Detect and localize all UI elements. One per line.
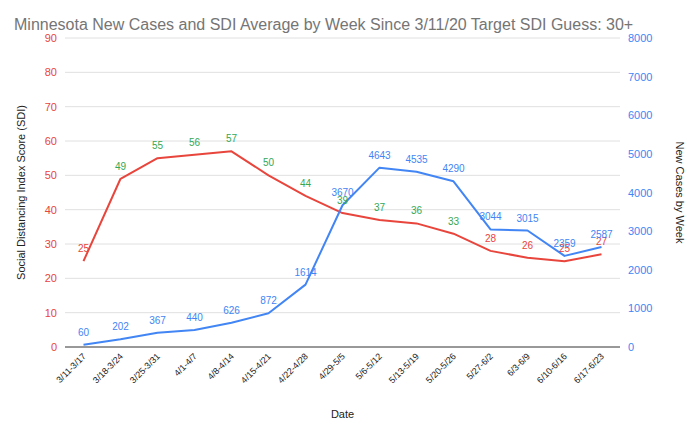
x-tick-label: 5/20-5/26 xyxy=(424,351,458,385)
x-tick-label: 4/22-4/28 xyxy=(276,351,310,385)
y2-tick xyxy=(620,269,623,270)
y2-tick-label: 0 xyxy=(628,341,634,353)
data-label: 44 xyxy=(300,178,312,189)
y-tick-label: 40 xyxy=(45,204,57,216)
x-tick-label: 3/11-3/17 xyxy=(54,351,87,384)
x-tick-label: 6/3-6/9 xyxy=(505,351,532,378)
x-tick-label: 3/25-3/31 xyxy=(128,351,162,385)
x-tick-label: 5/13-5/19 xyxy=(387,351,421,385)
y-tick-label: 60 xyxy=(45,135,57,147)
x-tick-label: 4/29-5/5 xyxy=(316,351,346,381)
grid-line xyxy=(65,72,620,73)
data-label: 33 xyxy=(448,216,460,227)
y2-tick-label: 1000 xyxy=(628,302,652,314)
y2-tick xyxy=(620,347,623,348)
grid-line xyxy=(65,312,620,313)
data-label: 1614 xyxy=(294,267,317,278)
y-tick-label: 70 xyxy=(45,101,57,113)
x-tick-label: 4/1-4/7 xyxy=(172,351,199,378)
grid-line xyxy=(65,106,620,107)
x-tick-label: 4/15-4/21 xyxy=(239,351,273,385)
y-tick-label: 80 xyxy=(45,66,57,78)
chart: Minnesota New Cases and SDI Average by W… xyxy=(0,0,690,426)
data-label: 3015 xyxy=(516,213,539,224)
data-label: 2587 xyxy=(590,229,613,240)
grid-line xyxy=(65,209,620,210)
plot-area xyxy=(84,151,602,344)
data-label: 3670 xyxy=(331,187,354,198)
y-axis-title: Social Distancing Index Score (SDI) xyxy=(15,105,27,280)
data-label: 367 xyxy=(149,315,166,326)
grid-line xyxy=(65,278,620,279)
line-1 xyxy=(84,168,602,345)
data-label: 4290 xyxy=(442,163,465,174)
y2-tick xyxy=(620,153,623,154)
data-label: 872 xyxy=(260,295,277,306)
x-tick-label: 5/27-6/2 xyxy=(464,351,494,381)
data-label: 26 xyxy=(522,240,534,251)
y-tick-label: 20 xyxy=(45,272,57,284)
data-label: 56 xyxy=(189,137,201,148)
x-tick-label: 4/8-4/14 xyxy=(205,351,235,381)
y2-tick-label: 7000 xyxy=(628,71,652,83)
data-label: 2359 xyxy=(553,238,576,249)
data-label: 440 xyxy=(186,312,203,323)
data-label: 25 xyxy=(78,243,90,254)
data-label: 202 xyxy=(112,321,129,332)
data-label: 55 xyxy=(152,140,164,151)
grid-line xyxy=(65,347,620,348)
data-label: 50 xyxy=(263,157,275,168)
y2-tick-label: 2000 xyxy=(628,264,652,276)
y-tick-label: 0 xyxy=(51,341,57,353)
grid-line xyxy=(65,141,620,142)
title: Minnesota New Cases and SDI Average by W… xyxy=(14,16,633,33)
data-label: 626 xyxy=(223,305,240,316)
grid-line xyxy=(65,244,620,245)
x-axis-title: Date xyxy=(331,408,354,420)
data-label: 37 xyxy=(374,202,386,213)
data-label: 49 xyxy=(115,161,127,172)
y2-tick-label: 3000 xyxy=(628,225,652,237)
y-tick-label: 30 xyxy=(45,238,57,250)
y2-axis-title: New Cases by Week xyxy=(674,142,686,244)
data-label: 4535 xyxy=(405,154,428,165)
data-label: 36 xyxy=(411,205,423,216)
y2-tick xyxy=(620,115,623,116)
y2-tick-label: 5000 xyxy=(628,148,652,160)
y2-tick xyxy=(620,231,623,232)
grid-line xyxy=(65,175,620,176)
x-tick-label: 6/10-6/16 xyxy=(535,351,569,385)
data-label: 28 xyxy=(485,233,497,244)
y-tick-label: 90 xyxy=(45,32,57,44)
y-tick-label: 10 xyxy=(45,307,57,319)
y-tick-label: 50 xyxy=(45,169,57,181)
data-label: 3044 xyxy=(479,211,502,222)
y2-tick xyxy=(620,76,623,77)
y2-tick xyxy=(620,38,623,39)
y2-tick xyxy=(620,192,623,193)
y2-tick-label: 6000 xyxy=(628,109,652,121)
data-label: 4643 xyxy=(368,150,391,161)
data-label: 60 xyxy=(78,327,90,338)
y2-tick-label: 8000 xyxy=(628,32,652,44)
x-tick-label: 5/6-5/12 xyxy=(353,351,383,381)
background xyxy=(0,0,690,426)
data-label: 57 xyxy=(226,133,238,144)
x-tick-label: 6/17-6/23 xyxy=(572,351,606,385)
x-tick-label: 3/18-3/24 xyxy=(91,351,125,385)
grid-line xyxy=(65,38,620,39)
y2-tick xyxy=(620,308,623,309)
y2-tick-label: 4000 xyxy=(628,187,652,199)
